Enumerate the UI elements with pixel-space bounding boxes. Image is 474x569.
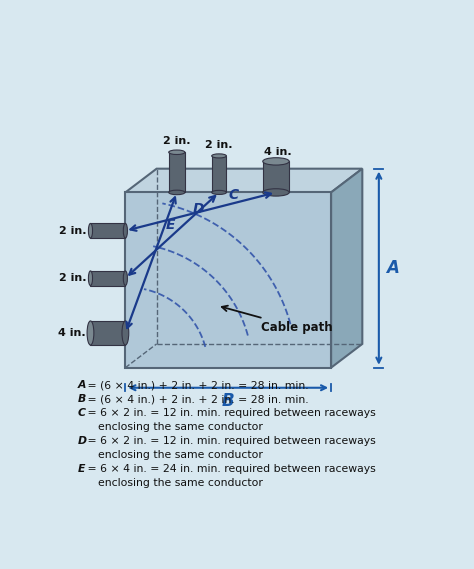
Polygon shape xyxy=(331,168,362,368)
Text: D: D xyxy=(193,202,204,216)
Text: 2 in.: 2 in. xyxy=(59,226,86,236)
Text: C: C xyxy=(228,188,238,202)
Ellipse shape xyxy=(122,321,129,345)
Text: = (6 × 4 in.) + 2 in. + 2 in. = 28 in. min.: = (6 × 4 in.) + 2 in. + 2 in. = 28 in. m… xyxy=(84,381,309,390)
Text: E: E xyxy=(78,464,85,473)
Text: 2 in.: 2 in. xyxy=(205,141,233,150)
Ellipse shape xyxy=(212,154,227,158)
Text: A: A xyxy=(78,381,86,390)
Ellipse shape xyxy=(89,224,92,238)
Text: E: E xyxy=(165,218,175,232)
Ellipse shape xyxy=(169,150,185,155)
Text: 2 in.: 2 in. xyxy=(163,135,191,146)
Ellipse shape xyxy=(263,189,289,196)
Ellipse shape xyxy=(263,158,289,165)
Polygon shape xyxy=(91,224,125,238)
Text: B: B xyxy=(222,392,235,410)
Polygon shape xyxy=(91,271,125,286)
Polygon shape xyxy=(125,168,362,192)
Ellipse shape xyxy=(169,190,185,195)
Polygon shape xyxy=(169,152,185,192)
Text: 4 in.: 4 in. xyxy=(58,328,86,338)
Text: D: D xyxy=(78,436,87,446)
Polygon shape xyxy=(263,162,289,192)
Text: = 6 × 2 in. = 12 in. min. required between raceways: = 6 × 2 in. = 12 in. min. required betwe… xyxy=(84,408,376,418)
Text: enclosing the same conductor: enclosing the same conductor xyxy=(98,450,263,460)
Ellipse shape xyxy=(212,191,227,195)
Ellipse shape xyxy=(123,271,128,286)
Ellipse shape xyxy=(123,224,128,238)
Text: B: B xyxy=(78,394,86,405)
Text: C: C xyxy=(78,408,86,418)
Text: = (6 × 4 in.) + 2 in. + 2 in. = 28 in. min.: = (6 × 4 in.) + 2 in. + 2 in. = 28 in. m… xyxy=(84,394,309,405)
Text: A: A xyxy=(386,259,399,277)
Polygon shape xyxy=(212,156,227,192)
Polygon shape xyxy=(91,321,125,345)
Text: 2 in.: 2 in. xyxy=(59,273,86,283)
Polygon shape xyxy=(125,192,331,368)
Text: = 6 × 2 in. = 12 in. min. required between raceways: = 6 × 2 in. = 12 in. min. required betwe… xyxy=(84,436,376,446)
Ellipse shape xyxy=(87,321,94,345)
Text: = 6 × 4 in. = 24 in. min. required between raceways: = 6 × 4 in. = 24 in. min. required betwe… xyxy=(84,464,376,473)
Ellipse shape xyxy=(89,271,92,286)
FancyBboxPatch shape xyxy=(55,64,431,511)
Text: 4 in.: 4 in. xyxy=(264,147,292,157)
Text: enclosing the same conductor: enclosing the same conductor xyxy=(98,422,263,432)
Text: enclosing the same conductor: enclosing the same conductor xyxy=(98,477,263,488)
Text: Cable path: Cable path xyxy=(222,306,333,334)
